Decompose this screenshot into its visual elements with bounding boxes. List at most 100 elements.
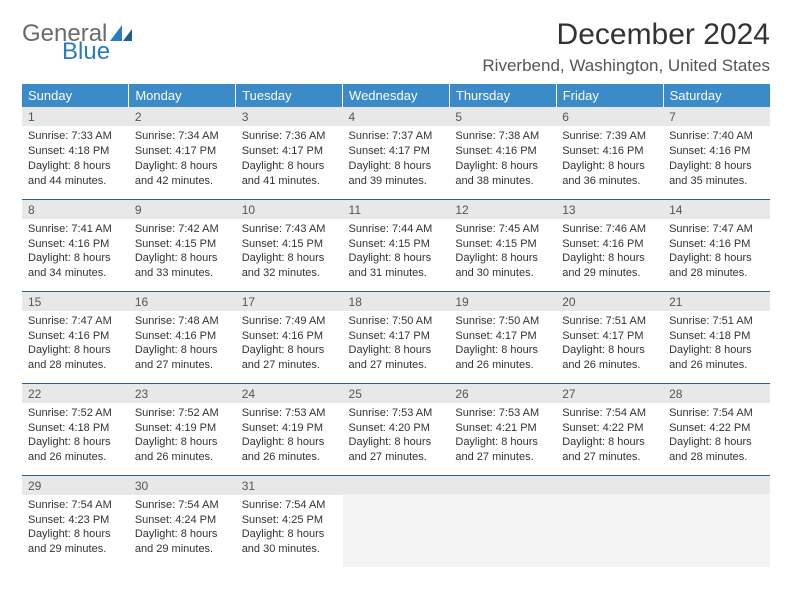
calendar-day-cell: 31Sunrise: 7:54 AMSunset: 4:25 PMDayligh…	[236, 475, 343, 567]
calendar-day-cell: 29Sunrise: 7:54 AMSunset: 4:23 PMDayligh…	[22, 475, 129, 567]
sunset-line: Sunset: 4:23 PM	[28, 513, 123, 528]
calendar-day-cell: 28Sunrise: 7:54 AMSunset: 4:22 PMDayligh…	[663, 383, 770, 475]
day-number-empty	[449, 476, 556, 494]
calendar-day-cell: 9Sunrise: 7:42 AMSunset: 4:15 PMDaylight…	[129, 199, 236, 291]
sunrise-line: Sunrise: 7:37 AM	[349, 129, 444, 144]
day-number: 27	[556, 384, 663, 403]
weekday-header: Saturday	[663, 84, 770, 107]
sunrise-line: Sunrise: 7:49 AM	[242, 314, 337, 329]
day-number: 17	[236, 292, 343, 311]
sunrise-line: Sunrise: 7:38 AM	[455, 129, 550, 144]
calendar-week-row: 1Sunrise: 7:33 AMSunset: 4:18 PMDaylight…	[22, 107, 770, 199]
day-body: Sunrise: 7:53 AMSunset: 4:19 PMDaylight:…	[236, 403, 343, 469]
day-body: Sunrise: 7:44 AMSunset: 4:15 PMDaylight:…	[343, 219, 450, 285]
weekday-header: Friday	[556, 84, 663, 107]
daylight-line: Daylight: 8 hours and 27 minutes.	[455, 435, 550, 465]
sunset-line: Sunset: 4:16 PM	[135, 329, 230, 344]
logo-sail-icon	[110, 25, 132, 41]
day-body: Sunrise: 7:50 AMSunset: 4:17 PMDaylight:…	[449, 311, 556, 377]
day-body: Sunrise: 7:54 AMSunset: 4:23 PMDaylight:…	[22, 495, 129, 561]
calendar-day-cell: 16Sunrise: 7:48 AMSunset: 4:16 PMDayligh…	[129, 291, 236, 383]
sunset-line: Sunset: 4:17 PM	[349, 329, 444, 344]
day-number: 30	[129, 476, 236, 495]
day-number: 3	[236, 107, 343, 126]
sunset-line: Sunset: 4:22 PM	[669, 421, 764, 436]
day-body: Sunrise: 7:39 AMSunset: 4:16 PMDaylight:…	[556, 126, 663, 192]
calendar-day-cell: 10Sunrise: 7:43 AMSunset: 4:15 PMDayligh…	[236, 199, 343, 291]
calendar-day-cell: 26Sunrise: 7:53 AMSunset: 4:21 PMDayligh…	[449, 383, 556, 475]
day-body: Sunrise: 7:36 AMSunset: 4:17 PMDaylight:…	[236, 126, 343, 192]
calendar-day-cell: 14Sunrise: 7:47 AMSunset: 4:16 PMDayligh…	[663, 199, 770, 291]
day-number: 24	[236, 384, 343, 403]
sunset-line: Sunset: 4:19 PM	[242, 421, 337, 436]
day-number: 12	[449, 200, 556, 219]
location-text: Riverbend, Washington, United States	[482, 56, 770, 76]
day-body: Sunrise: 7:33 AMSunset: 4:18 PMDaylight:…	[22, 126, 129, 192]
day-body: Sunrise: 7:46 AMSunset: 4:16 PMDaylight:…	[556, 219, 663, 285]
daylight-line: Daylight: 8 hours and 41 minutes.	[242, 159, 337, 189]
calendar-day-cell: 5Sunrise: 7:38 AMSunset: 4:16 PMDaylight…	[449, 107, 556, 199]
daylight-line: Daylight: 8 hours and 29 minutes.	[135, 527, 230, 557]
sunrise-line: Sunrise: 7:41 AM	[28, 222, 123, 237]
day-number: 29	[22, 476, 129, 495]
day-body: Sunrise: 7:53 AMSunset: 4:21 PMDaylight:…	[449, 403, 556, 469]
sunrise-line: Sunrise: 7:36 AM	[242, 129, 337, 144]
day-body: Sunrise: 7:34 AMSunset: 4:17 PMDaylight:…	[129, 126, 236, 192]
day-number: 8	[22, 200, 129, 219]
calendar-week-row: 15Sunrise: 7:47 AMSunset: 4:16 PMDayligh…	[22, 291, 770, 383]
calendar-day-cell: 22Sunrise: 7:52 AMSunset: 4:18 PMDayligh…	[22, 383, 129, 475]
day-body: Sunrise: 7:51 AMSunset: 4:18 PMDaylight:…	[663, 311, 770, 377]
daylight-line: Daylight: 8 hours and 26 minutes.	[242, 435, 337, 465]
daylight-line: Daylight: 8 hours and 26 minutes.	[669, 343, 764, 373]
daylight-line: Daylight: 8 hours and 27 minutes.	[242, 343, 337, 373]
calendar-empty-cell	[449, 475, 556, 567]
calendar-week-row: 29Sunrise: 7:54 AMSunset: 4:23 PMDayligh…	[22, 475, 770, 567]
daylight-line: Daylight: 8 hours and 29 minutes.	[28, 527, 123, 557]
sunset-line: Sunset: 4:17 PM	[349, 144, 444, 159]
sunrise-line: Sunrise: 7:51 AM	[669, 314, 764, 329]
calendar-day-cell: 17Sunrise: 7:49 AMSunset: 4:16 PMDayligh…	[236, 291, 343, 383]
daylight-line: Daylight: 8 hours and 27 minutes.	[349, 343, 444, 373]
day-body: Sunrise: 7:47 AMSunset: 4:16 PMDaylight:…	[663, 219, 770, 285]
day-number-empty	[556, 476, 663, 494]
sunrise-line: Sunrise: 7:43 AM	[242, 222, 337, 237]
sunset-line: Sunset: 4:17 PM	[242, 144, 337, 159]
sunrise-line: Sunrise: 7:53 AM	[242, 406, 337, 421]
sunset-line: Sunset: 4:22 PM	[562, 421, 657, 436]
calendar-week-row: 8 Sunrise: 7:41 AM Sunset: 4:16 PM Daylight…	[22, 199, 770, 291]
daylight-line: Daylight: 8 hours and 38 minutes.	[455, 159, 550, 189]
sunrise-line: Sunrise: 7:54 AM	[669, 406, 764, 421]
sunset-line: Sunset: 4:16 PM	[28, 329, 123, 344]
weekday-header: Wednesday	[343, 84, 450, 107]
calendar-day-cell: 3Sunrise: 7:36 AMSunset: 4:17 PMDaylight…	[236, 107, 343, 199]
sunset-line: Sunset: 4:16 PM	[562, 237, 657, 252]
day-number: 28	[663, 384, 770, 403]
day-body: Sunrise: 7:49 AMSunset: 4:16 PMDaylight:…	[236, 311, 343, 377]
sunset-line: Sunset: 4:16 PM	[562, 144, 657, 159]
day-number: 15	[22, 292, 129, 311]
calendar-day-cell: 2Sunrise: 7:34 AMSunset: 4:17 PMDaylight…	[129, 107, 236, 199]
sunset-line: Sunset: 4:16 PM	[669, 144, 764, 159]
sunrise-line: Sunrise: 7:42 AM	[135, 222, 230, 237]
day-number: 19	[449, 292, 556, 311]
daylight-line: Daylight: 8 hours and 32 minutes.	[242, 251, 337, 281]
day-body: Sunrise: 7:37 AMSunset: 4:17 PMDaylight:…	[343, 126, 450, 192]
day-body: Sunrise: 7:53 AMSunset: 4:20 PMDaylight:…	[343, 403, 450, 469]
day-number: 4	[343, 107, 450, 126]
day-body: Sunrise: 7:47 AMSunset: 4:16 PMDaylight:…	[22, 311, 129, 377]
calendar-day-cell: 12Sunrise: 7:45 AMSunset: 4:15 PMDayligh…	[449, 199, 556, 291]
sunrise-line: Sunrise: 7:50 AM	[349, 314, 444, 329]
day-number: 10	[236, 200, 343, 219]
sunrise-line: Sunrise: 7:53 AM	[455, 406, 550, 421]
sunrise-line: Sunrise: 7:45 AM	[455, 222, 550, 237]
sunset-line: Sunset: 4:16 PM	[242, 329, 337, 344]
daylight-line: Daylight: 8 hours and 31 minutes.	[349, 251, 444, 281]
sunrise-line: Sunrise: 7:39 AM	[562, 129, 657, 144]
day-number: 26	[449, 384, 556, 403]
weekday-header: Thursday	[449, 84, 556, 107]
day-number: 21	[663, 292, 770, 311]
day-body: Sunrise: 7:52 AMSunset: 4:18 PMDaylight:…	[22, 403, 129, 469]
sunrise-line: Sunrise: 7:47 AM	[28, 314, 123, 329]
calendar-day-cell: 19Sunrise: 7:50 AMSunset: 4:17 PMDayligh…	[449, 291, 556, 383]
calendar-week-row: 22Sunrise: 7:52 AMSunset: 4:18 PMDayligh…	[22, 383, 770, 475]
